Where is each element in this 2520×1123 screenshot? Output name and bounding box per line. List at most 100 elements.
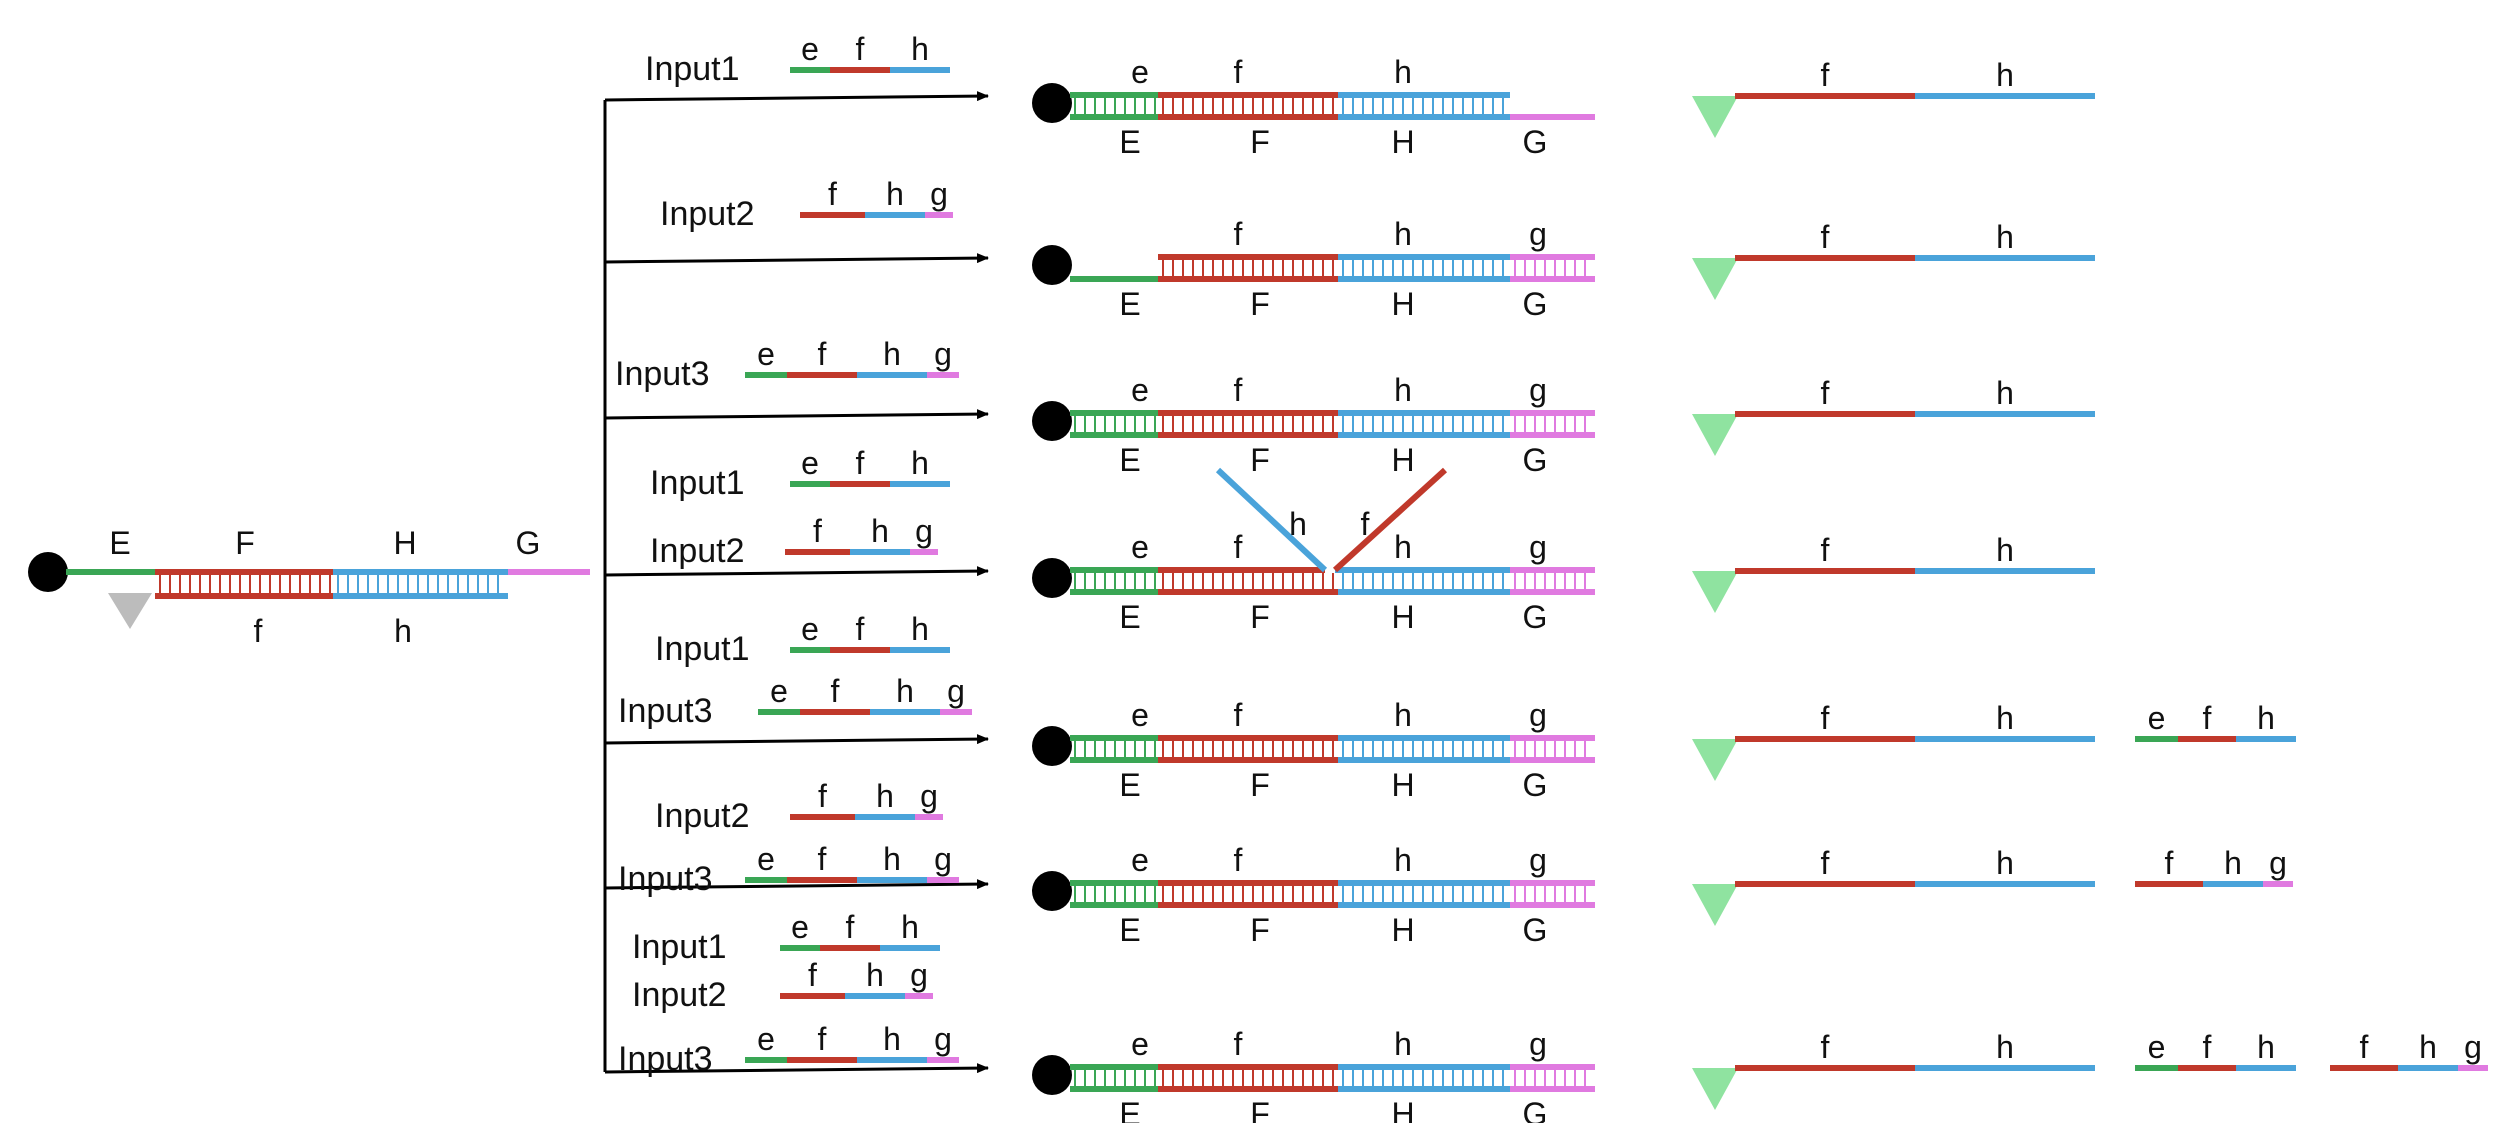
segment-label-h: h [2419, 1029, 2437, 1065]
initial-top-label: G [516, 525, 541, 561]
segment-label-e: e [801, 445, 819, 481]
segment-label-g: g [920, 778, 938, 814]
product-top-label: f [1234, 529, 1243, 565]
base-pair-ladder [1514, 260, 1586, 276]
segment-label-f: f [1821, 845, 1830, 881]
base-pair-ladder [1074, 741, 1156, 757]
green-triangle-icon [1692, 571, 1738, 613]
product-top-label: g [1529, 697, 1547, 733]
product-top-label: f [1234, 372, 1243, 408]
black-circle-icon [1032, 245, 1072, 285]
segment-label-h: h [896, 673, 914, 709]
segment-label-h: h [911, 445, 929, 481]
input-label: Input1 [650, 464, 745, 502]
product-bottom-label: E [1119, 599, 1140, 635]
segment-label-g: g [934, 1021, 952, 1057]
product-top-label: e [1131, 372, 1149, 408]
reaction-arrow [604, 734, 989, 745]
base-pair-ladder [1162, 416, 1334, 432]
product-top-label: h [1394, 842, 1412, 878]
segment-label-h: h [1996, 532, 2014, 568]
reaction-arrow [604, 91, 989, 102]
segment-label-e: e [770, 673, 788, 709]
product-top-label: e [1131, 529, 1149, 565]
segment-label-e: e [757, 1021, 775, 1057]
product-top-label: e [1131, 842, 1149, 878]
segment-label-h: h [2257, 700, 2275, 736]
segment-label-h: h [901, 909, 919, 945]
input-label: Input2 [650, 532, 745, 570]
input-label: Input3 [618, 692, 713, 730]
base-pair-ladder [1342, 886, 1504, 902]
product-bottom-label: H [1391, 286, 1414, 322]
segment-label-f: f [856, 31, 865, 67]
branch-arrow-tree [603, 91, 989, 1074]
segment-label-f: f [856, 611, 865, 647]
segment-label-f: f [2165, 845, 2174, 881]
product-bottom-label: H [1391, 442, 1414, 478]
input-label: Input3 [615, 355, 710, 393]
product-bottom-label: G [1523, 912, 1548, 948]
product-top-label: h [1394, 54, 1412, 90]
product-top-label: f [1234, 697, 1243, 733]
segment-label-h: h [2224, 845, 2242, 881]
product-complex: e f h g E F H G [1032, 372, 1595, 478]
reaction-arrow [604, 409, 989, 420]
segment-label-h: h [883, 336, 901, 372]
reaction-arrow [604, 566, 989, 577]
segment-label-f: f [1821, 375, 1830, 411]
segment-label-g: g [930, 176, 948, 212]
black-circle-icon [1032, 1055, 1072, 1095]
segment-label-h: h [1996, 375, 2014, 411]
product-bottom-label: H [1391, 124, 1414, 160]
base-pair-ladder [1074, 573, 1156, 589]
black-circle-icon [1032, 83, 1072, 123]
base-pair-ladder [1162, 260, 1334, 276]
reaction-arrow [604, 879, 989, 890]
black-circle-icon [1032, 401, 1072, 441]
branch-label-h: h [1289, 506, 1307, 542]
product-top-label: h [1394, 697, 1412, 733]
base-pair-ladder [1342, 260, 1504, 276]
branch-strand-f [1332, 467, 1448, 573]
segment-label-e: e [791, 909, 809, 945]
product-bottom-label: E [1119, 124, 1140, 160]
segment-label-h: h [866, 957, 884, 993]
product-bottom-label: F [1250, 286, 1270, 322]
product-bottom-label: E [1119, 912, 1140, 948]
product-bottom-label: F [1250, 599, 1270, 635]
input-label: Input2 [660, 195, 755, 233]
product-bottom-label: G [1523, 767, 1548, 803]
segment-label-f: f [2203, 1029, 2212, 1065]
segment-label-h: h [883, 841, 901, 877]
base-pair-ladder [1162, 573, 1334, 589]
reaction-arrow [604, 1063, 989, 1074]
segment-label-f: f [2360, 1029, 2369, 1065]
product-top-label: h [1394, 216, 1412, 252]
input-label: Input3 [618, 1040, 713, 1078]
product-top-label: e [1131, 54, 1149, 90]
segment-label-f: f [818, 778, 827, 814]
base-pair-ladder [1514, 741, 1586, 757]
segment-label-f: f [828, 176, 837, 212]
product-bottom-label: E [1119, 767, 1140, 803]
segment-label-f: f [1821, 532, 1830, 568]
segment-label-e: e [757, 336, 775, 372]
segment-label-g: g [934, 336, 952, 372]
segment-label-f: f [1821, 219, 1830, 255]
product-bottom-label: H [1391, 1096, 1414, 1123]
